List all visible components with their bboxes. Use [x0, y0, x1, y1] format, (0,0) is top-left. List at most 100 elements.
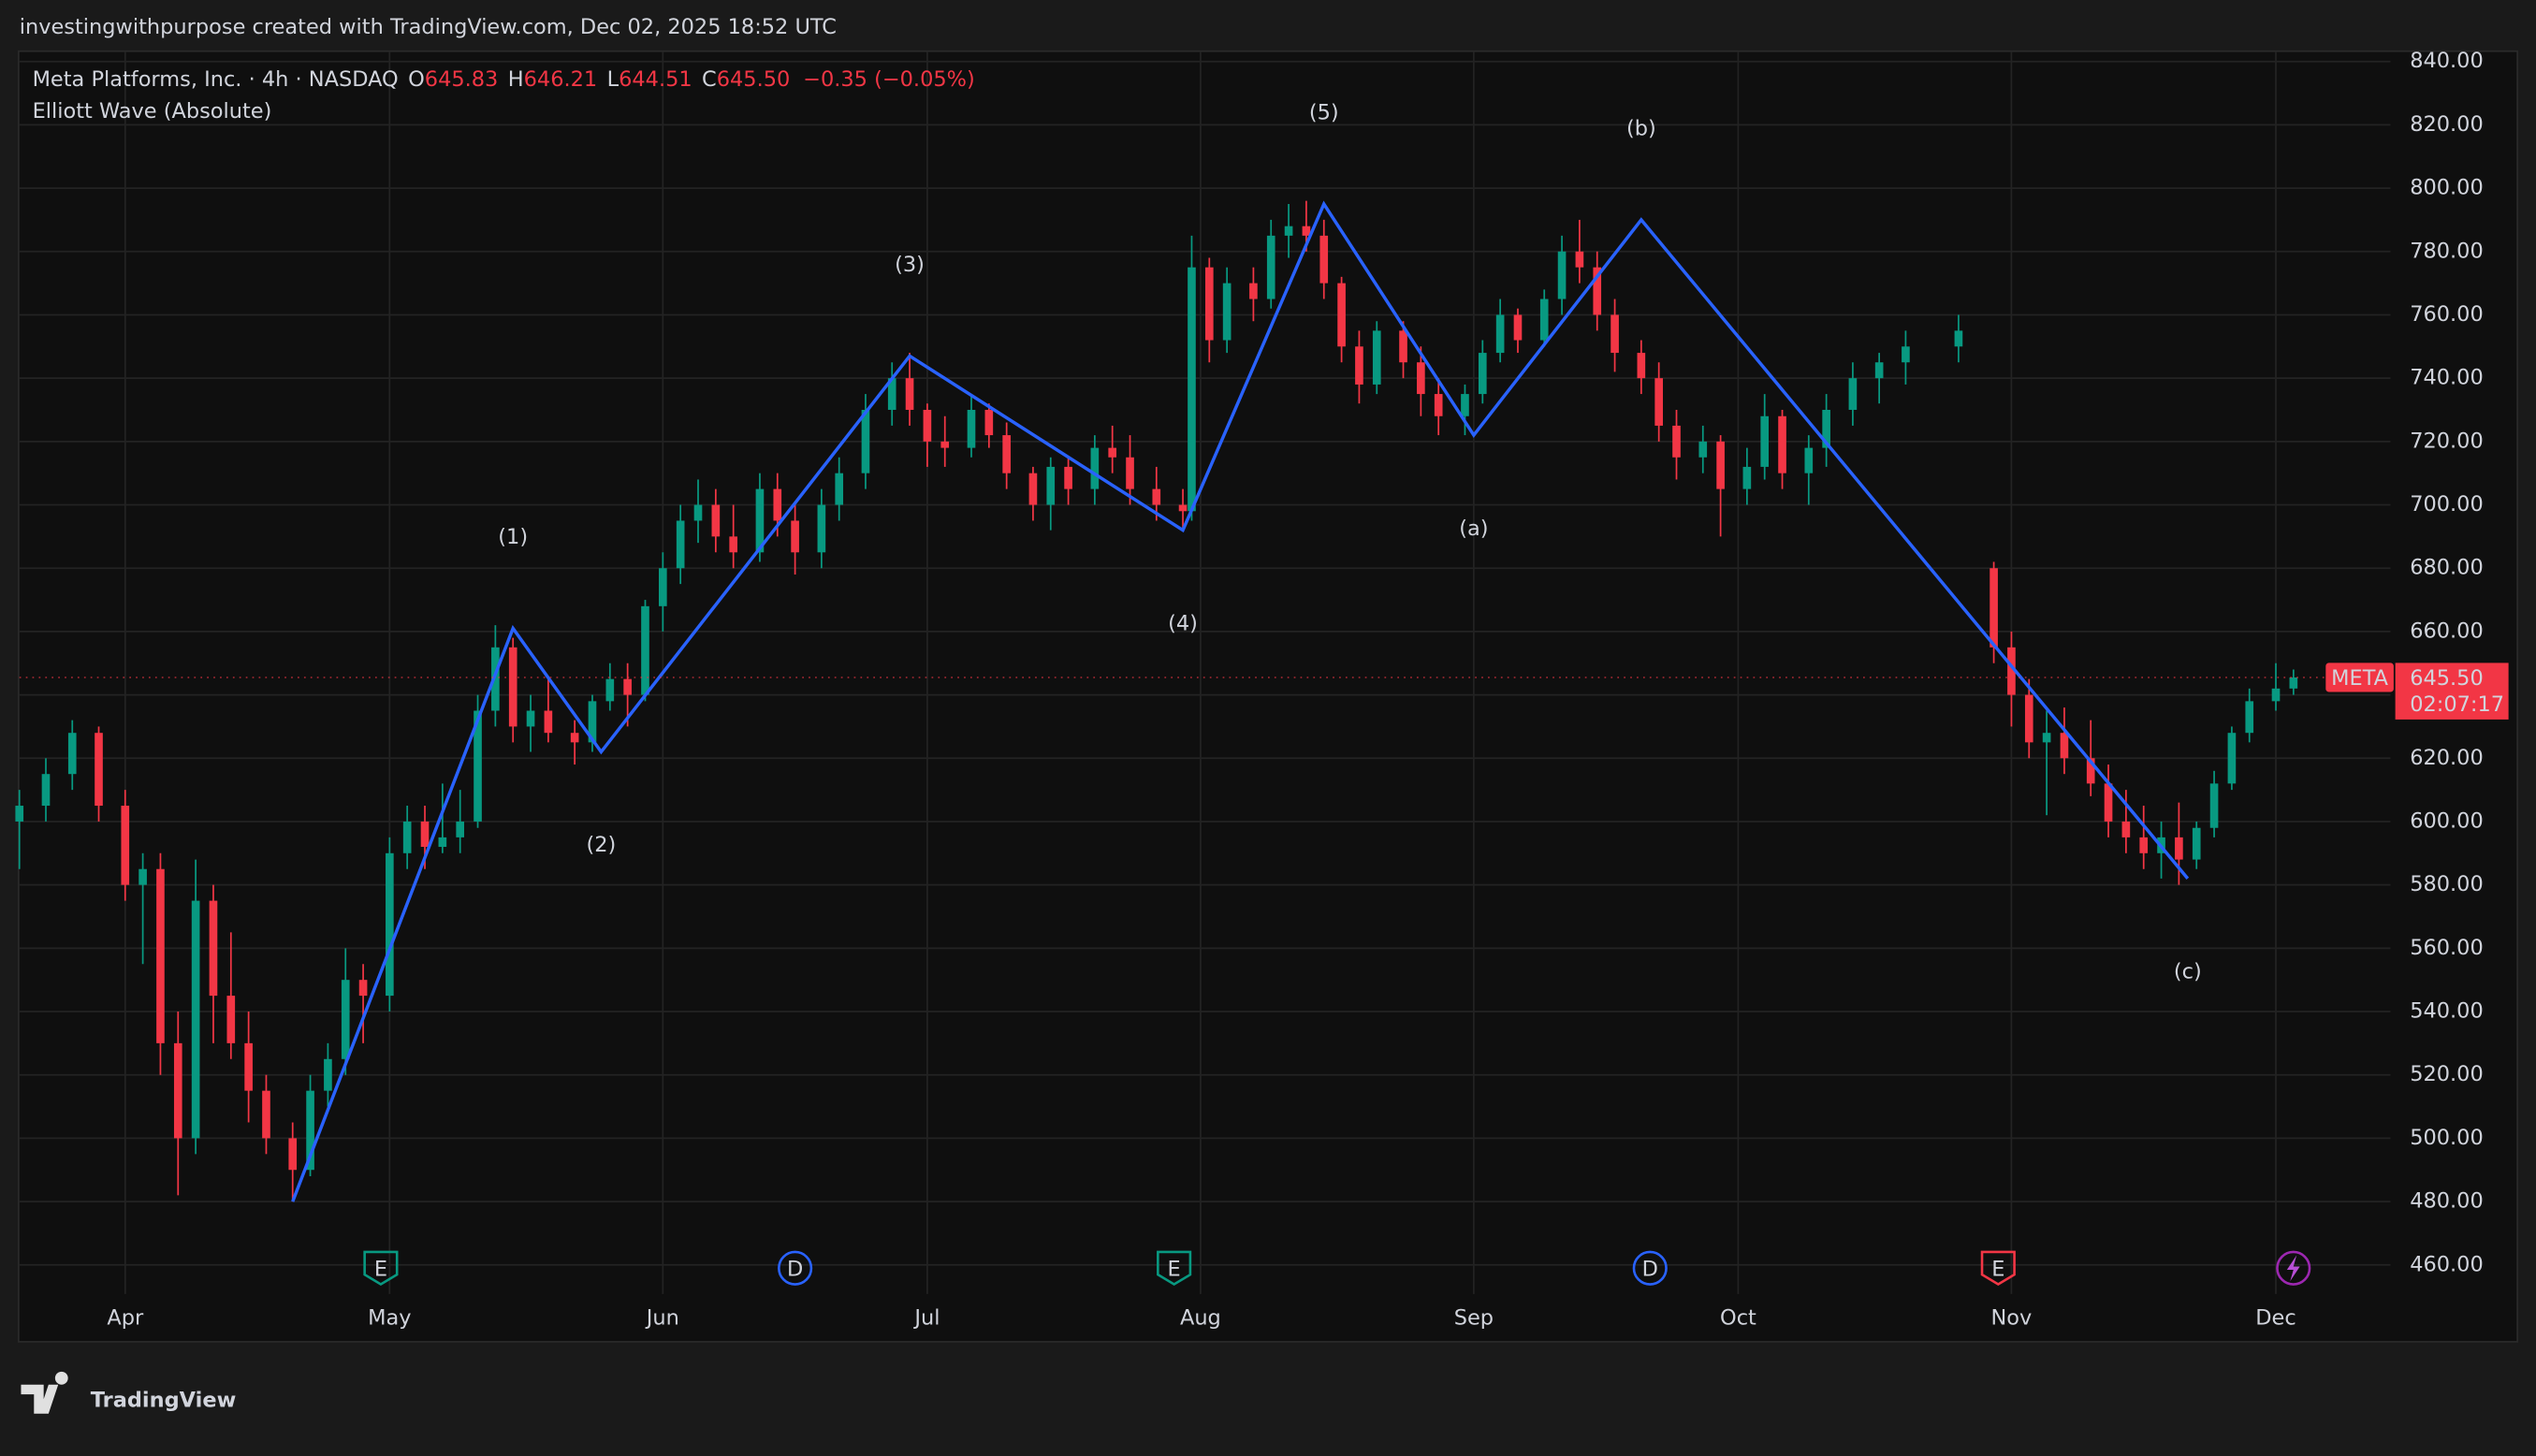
x-tick-label: Jun — [645, 1305, 679, 1330]
candle-body — [1399, 330, 1407, 363]
candle-body — [2209, 783, 2219, 828]
indicator-name: Elliott Wave (Absolute) — [33, 99, 272, 124]
candle-body — [306, 1090, 314, 1171]
candle-body — [138, 868, 147, 885]
ohlc-value: 646.21 — [524, 66, 598, 91]
candle-body — [676, 520, 685, 569]
event-label: D — [787, 1257, 803, 1281]
candle-body — [2245, 701, 2254, 734]
candle-body — [420, 821, 430, 848]
candle-body — [1698, 441, 1708, 458]
candle-body — [659, 568, 667, 606]
event-marker — [778, 1250, 813, 1286]
candle-body — [1593, 267, 1602, 315]
candle-body — [1654, 378, 1663, 426]
ohlc-key: L — [607, 66, 619, 91]
x-tick-label: May — [368, 1305, 411, 1330]
candle-body — [1417, 362, 1425, 395]
candle-body — [2271, 688, 2281, 702]
candle-body — [1046, 466, 1056, 505]
y-tick-label: 520.00 — [2410, 1062, 2484, 1086]
x-tick-label: Apr — [107, 1305, 144, 1330]
candle-body — [474, 710, 482, 822]
candle-body — [570, 733, 579, 743]
candle-body — [1064, 466, 1072, 489]
x-tick-label: Sep — [1454, 1305, 1494, 1330]
candle-body — [887, 378, 896, 410]
candle-body — [2104, 783, 2113, 822]
candle-body — [173, 1042, 182, 1139]
price-tag — [2395, 662, 2509, 720]
candle-body — [544, 710, 553, 734]
price-label: 645.50 — [2410, 666, 2484, 691]
event-label: E — [374, 1257, 387, 1281]
candle-body — [1760, 415, 1770, 467]
candle-body — [984, 409, 994, 436]
y-tick-label: 820.00 — [2410, 112, 2484, 137]
candle-body — [1874, 362, 1884, 379]
candle-body — [1989, 568, 1998, 648]
candle-body — [1266, 235, 1275, 299]
wave-label: (b) — [1626, 117, 1656, 141]
credit: investingwithpurpose created with Tradin… — [20, 15, 837, 39]
legend: Meta Platforms, Inc. · 4h · NASDAQ O645.8… — [33, 66, 975, 91]
y-tick-label: 620.00 — [2410, 746, 2484, 770]
candle-body — [1804, 447, 1814, 473]
candle-body — [2121, 821, 2131, 837]
candle-body — [1478, 353, 1487, 395]
ohlc-key: H — [508, 66, 524, 91]
event-marker — [1632, 1250, 1668, 1286]
logo: TradingView — [21, 1371, 237, 1414]
y-tick-label: 480.00 — [2410, 1189, 2484, 1214]
candle-body — [2024, 694, 2033, 743]
candle-body — [2227, 733, 2237, 784]
candle-body — [1188, 267, 1196, 512]
wave-label: (4) — [1168, 611, 1198, 635]
candle-body — [2060, 733, 2069, 759]
y-tick-label: 840.00 — [2410, 49, 2484, 73]
candle-body — [1126, 457, 1134, 489]
candle-body — [1222, 283, 1232, 341]
logo-icon — [21, 1371, 68, 1414]
candle-body — [1513, 314, 1523, 341]
candle-body — [1434, 394, 1443, 416]
candle-body — [2007, 647, 2016, 695]
candle-body — [693, 504, 703, 521]
symbol-label: META — [2331, 666, 2389, 691]
candle-body — [526, 710, 535, 727]
change: −0.35 (−0.05%) — [803, 66, 975, 91]
ohlc-value: 645.50 — [717, 66, 791, 91]
y-tick-label: 560.00 — [2410, 936, 2484, 960]
wave-label: (a) — [1459, 517, 1488, 541]
candle-body — [1028, 473, 1038, 505]
candle-body — [2175, 837, 2183, 860]
candle-body — [1902, 346, 1910, 363]
candle-body — [262, 1090, 270, 1139]
candle-body — [156, 868, 165, 1043]
candle-body — [2086, 758, 2095, 784]
candle-body — [940, 441, 950, 448]
candle-body — [1637, 353, 1646, 379]
candle-body — [41, 774, 51, 807]
candle-body — [1108, 447, 1117, 458]
candle-body — [209, 900, 218, 997]
candle-body — [491, 647, 500, 711]
candle-body — [2192, 827, 2201, 860]
candle-body — [1204, 267, 1214, 341]
candle-body — [358, 980, 368, 997]
y-tick-label: 460.00 — [2410, 1252, 2484, 1276]
candle-body — [324, 1058, 332, 1091]
brand: TradingView — [91, 1388, 237, 1412]
event-label: D — [1642, 1257, 1658, 1281]
candle-body — [1539, 298, 1549, 341]
y-tick-label: 540.00 — [2410, 999, 2484, 1024]
candle-body — [456, 821, 465, 837]
candle-body — [641, 605, 649, 695]
candle-body — [1575, 251, 1584, 268]
y-tick-label: 780.00 — [2410, 239, 2484, 263]
wave-label: (c) — [2174, 960, 2202, 984]
y-tick-label: 700.00 — [2410, 492, 2484, 517]
x-tick-label: Oct — [1720, 1305, 1756, 1330]
